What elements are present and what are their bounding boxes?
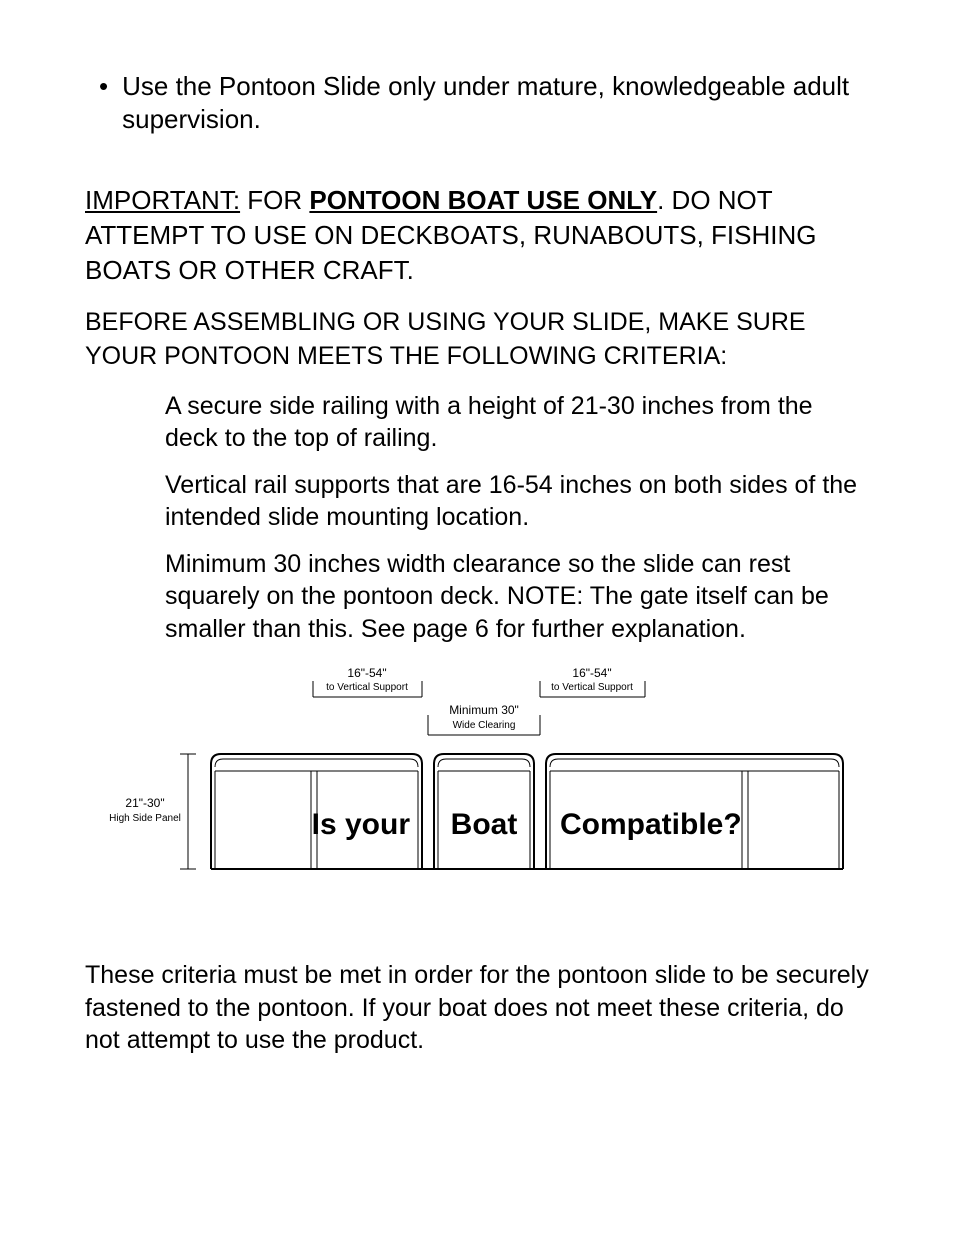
dim-side-height-label: 21"-30" [125,796,164,810]
bullet-item: • Use the Pontoon Slide only under matur… [85,70,869,135]
criteria-list: A secure side railing with a height of 2… [85,390,869,646]
criteria-item: Minimum 30 inches width clearance so the… [165,548,869,646]
dim-min-width-label: Minimum 30" [449,703,519,717]
important-use-only: PONTOON BOAT USE ONLY [309,185,657,215]
bullet-text: Use the Pontoon Slide only under mature,… [122,70,869,135]
dim-left-range: 16"-54" [347,666,386,680]
diagram-q1: Is your [312,808,411,841]
diagram-q3: Compatible? [560,808,742,841]
important-paragraph: IMPORTANT: FOR PONTOON BOAT USE ONLY. DO… [85,183,869,288]
criteria-item: Vertical rail supports that are 16-54 in… [165,469,869,534]
document-page: • Use the Pontoon Slide only under matur… [0,0,954,1235]
dim-min-width: Minimum 30" Wide Clearing [428,703,540,735]
important-for: FOR [240,185,309,215]
compatibility-diagram: 16"-54" to Vertical Support 16"-54" to V… [85,659,869,899]
dim-left-sub: to Vertical Support [326,682,408,693]
dim-left-support: 16"-54" to Vertical Support [313,666,422,697]
important-label: IMPORTANT: [85,185,240,215]
bullet-dot: • [99,70,108,135]
closing-paragraph: These criteria must be met in order for … [85,959,869,1057]
dim-right-sub: to Vertical Support [551,682,633,693]
dim-right-support: 16"-54" to Vertical Support [540,666,645,697]
dim-min-width-sub: Wide Clearing [453,720,516,731]
diagram-q2: Boat [451,808,518,841]
criteria-item: A secure side railing with a height of 2… [165,390,869,455]
diagram-svg: 16"-54" to Vertical Support 16"-54" to V… [85,659,869,899]
criteria-heading: BEFORE ASSEMBLING OR USING YOUR SLIDE, M… [85,306,869,374]
dim-side-height: 21"-30" High Side Panel [109,754,196,869]
dim-right-range: 16"-54" [572,666,611,680]
dim-side-height-sub: High Side Panel [109,813,181,824]
